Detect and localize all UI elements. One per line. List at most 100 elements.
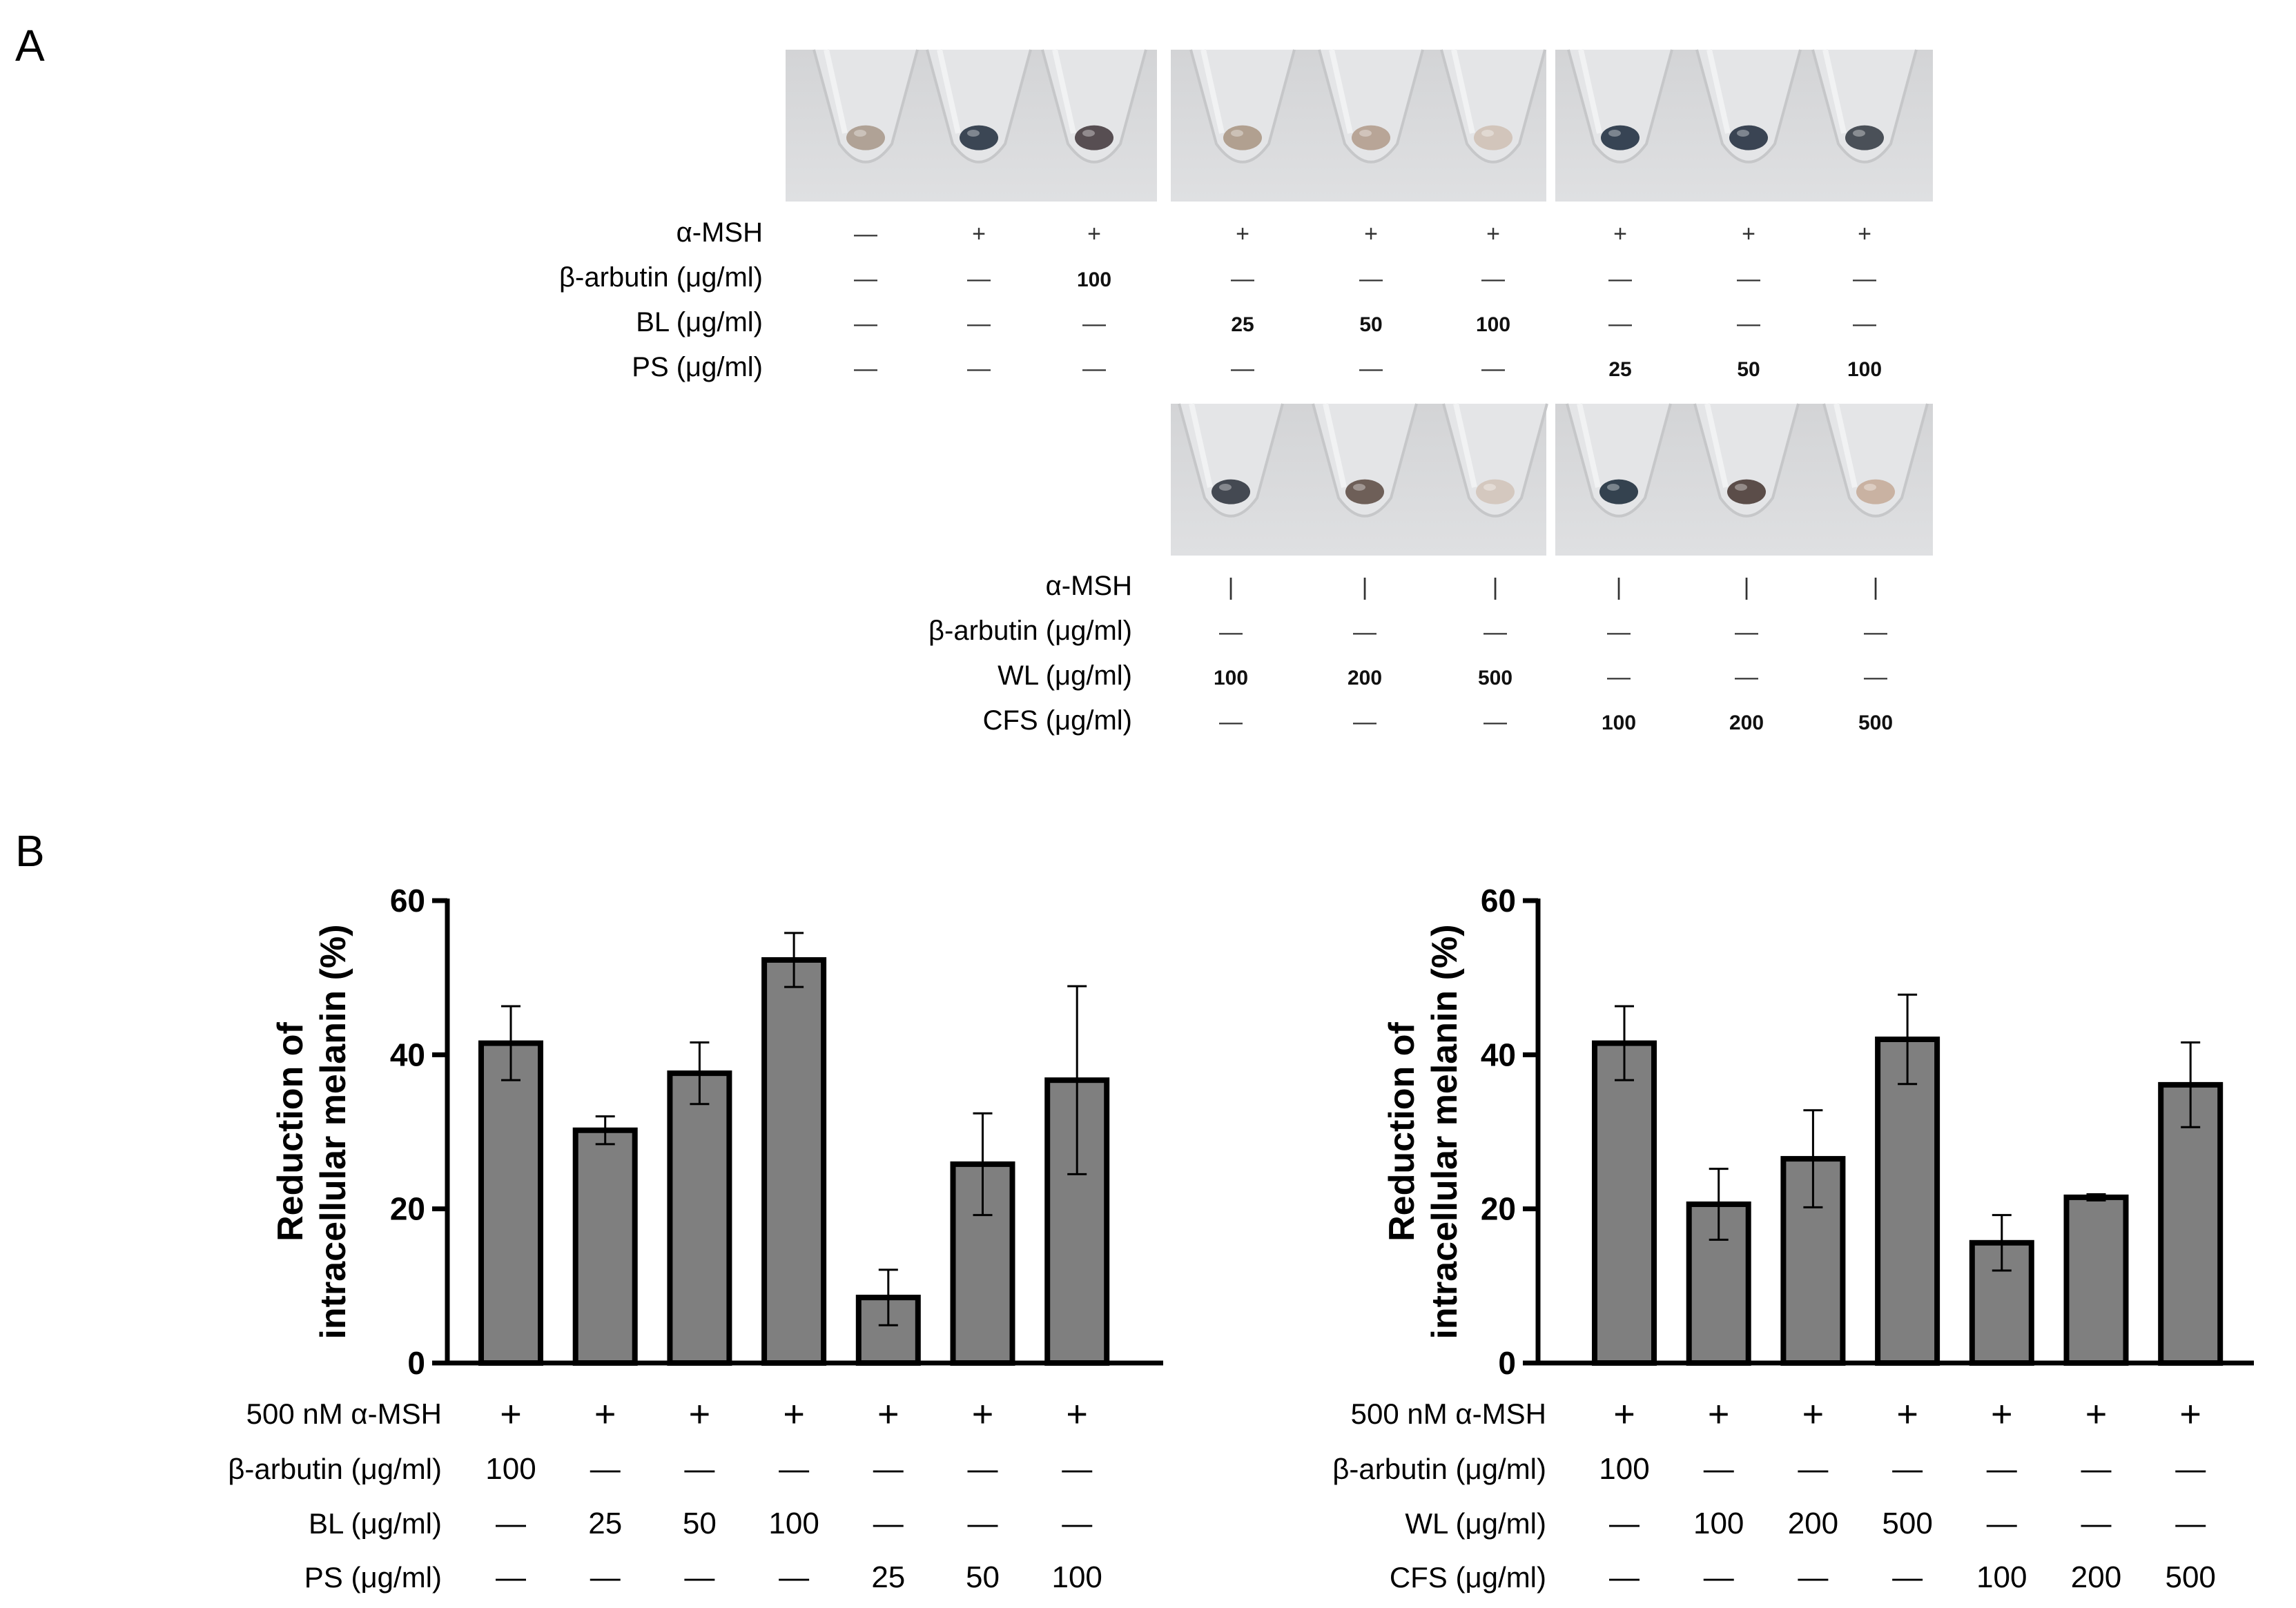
y-axis-label: intracellular melanin (%) — [1425, 924, 1465, 1339]
error-bar — [784, 932, 804, 988]
treatment-cell: + — [877, 1393, 899, 1435]
treatment-cell: — — [1231, 266, 1254, 292]
bar — [1592, 1040, 1657, 1366]
pellet-glare — [1864, 484, 1876, 491]
treatment-cell: + — [972, 221, 986, 247]
tube-outline — [1318, 49, 1424, 164]
treatment-cell: + — [2085, 1393, 2108, 1435]
treatment-cell: — — [2081, 1507, 2112, 1540]
pellet-glare — [1735, 484, 1747, 491]
tube-outline — [1178, 403, 1284, 518]
y-axis-label: Reduction of — [1382, 1021, 1422, 1241]
treatment-cell: 25 — [871, 1560, 905, 1594]
treatment-cell: + — [1991, 1393, 2013, 1435]
treatment-cell: + — [1364, 221, 1378, 247]
tube-2 — [1312, 403, 1418, 518]
treatment-cell: — — [1704, 1560, 1734, 1594]
treatment-cell: — — [1892, 1452, 1923, 1486]
treatment-cell: 500 — [1882, 1507, 1932, 1540]
treatment-row-label: PS (μg/ml) — [632, 352, 763, 382]
tube-6 — [1822, 403, 1929, 518]
treatment-cell: — — [1798, 1560, 1828, 1594]
tube-highlight — [937, 49, 961, 134]
tube-7 — [1567, 49, 1673, 164]
pellet-glare — [1853, 130, 1865, 137]
pellet-glare — [1737, 130, 1749, 137]
tube-1 — [813, 49, 919, 164]
treatment-cell: — — [496, 1507, 526, 1540]
tube-highlight — [1453, 403, 1477, 488]
tube-highlight — [824, 49, 848, 134]
treatment-cell: 100 — [1602, 712, 1636, 734]
treatment-cell: — — [779, 1560, 809, 1594]
treatment-cell: + — [689, 1393, 711, 1435]
panel-b-letter: B — [15, 826, 45, 876]
treatment-cell: 100 — [1599, 1452, 1649, 1486]
error-bar — [2086, 1193, 2106, 1202]
tube-photo-panel — [1555, 403, 1933, 556]
treatment-cell: + — [1742, 221, 1755, 247]
tube-photo-layer: α-MSH β-arbutin (μg/ml) BL (μg/ml) PS (μg/m… — [559, 49, 1933, 736]
cell-pellet — [1223, 125, 1262, 150]
treatment-cell: — — [684, 1560, 714, 1594]
treatment-cell: — — [1483, 619, 1507, 645]
treatment-cell: — — [1231, 355, 1254, 382]
treatment-cell: — — [1607, 619, 1631, 645]
treatment-cell: 100 — [1077, 268, 1111, 291]
bar — [478, 1040, 543, 1366]
tube-outline — [1442, 403, 1548, 518]
y-tick-label: 20 — [1481, 1191, 1516, 1227]
tube-outline — [1189, 49, 1296, 164]
treatment-cell: 100 — [1847, 358, 1882, 381]
treatment-row-label: β-arbutin (μg/ml) — [228, 1453, 442, 1485]
tube-highlight — [1833, 403, 1858, 488]
treatment-cell: — — [779, 1452, 809, 1486]
treatment-cell: | — [1492, 574, 1499, 600]
pellet-glare — [854, 130, 866, 137]
treatment-cell: 25 — [588, 1507, 622, 1540]
treatment-cell: — — [873, 1507, 904, 1540]
treatment-cell: | — [1873, 574, 1879, 600]
panel-a-letter: A — [15, 21, 45, 70]
treatment-cell: + — [1087, 221, 1101, 247]
error-bar — [1709, 1168, 1729, 1241]
error-bar — [2181, 1041, 2201, 1128]
treatment-cell: — — [1353, 619, 1376, 645]
treatment-cell: — — [967, 355, 991, 382]
treatment-cell: + — [783, 1393, 805, 1435]
y-tick-label: 0 — [1498, 1345, 1516, 1381]
treatment-cell: | — [1744, 574, 1750, 600]
bar — [761, 957, 827, 1366]
treatment-row-label: α-MSH — [1046, 571, 1132, 601]
error-bar — [690, 1041, 710, 1106]
treatment-cell: + — [1708, 1393, 1730, 1435]
treatment-cell: 200 — [1729, 712, 1764, 734]
y-tick-label: 40 — [1481, 1037, 1516, 1072]
tube-outline — [1695, 49, 1802, 164]
treatment-cell: + — [1486, 221, 1500, 247]
treatment-row-label: CFS (μg/ml) — [983, 705, 1132, 736]
treatment-cell: — — [854, 311, 877, 337]
treatment-cell: + — [1066, 1393, 1088, 1435]
treatment-cell: — — [1607, 664, 1631, 690]
treatment-cell: — — [1798, 1452, 1828, 1486]
tube-5 — [1318, 49, 1424, 164]
tube-2 — [926, 49, 1032, 164]
treatment-cell: — — [1353, 709, 1376, 735]
treatment-cell: — — [1987, 1507, 2017, 1540]
treatment-row-label: PS (μg/ml) — [304, 1561, 442, 1594]
treatment-cell: — — [873, 1452, 904, 1486]
error-bar — [595, 1115, 615, 1146]
treatment-cell: 100 — [1693, 1507, 1744, 1540]
treatment-row-label: WL (μg/ml) — [1405, 1507, 1546, 1540]
treatment-cell: + — [1858, 221, 1871, 247]
treatment-cell: — — [684, 1452, 714, 1486]
treatment-cell: + — [594, 1393, 616, 1435]
error-bar — [1067, 985, 1087, 1175]
pellet-glare — [1359, 130, 1372, 137]
treatment-cell: | — [1228, 574, 1234, 600]
pellet-glare — [1219, 484, 1232, 491]
treatment-row-label: WL (μg/ml) — [998, 660, 1132, 691]
treatment-cell: — — [1359, 266, 1383, 292]
